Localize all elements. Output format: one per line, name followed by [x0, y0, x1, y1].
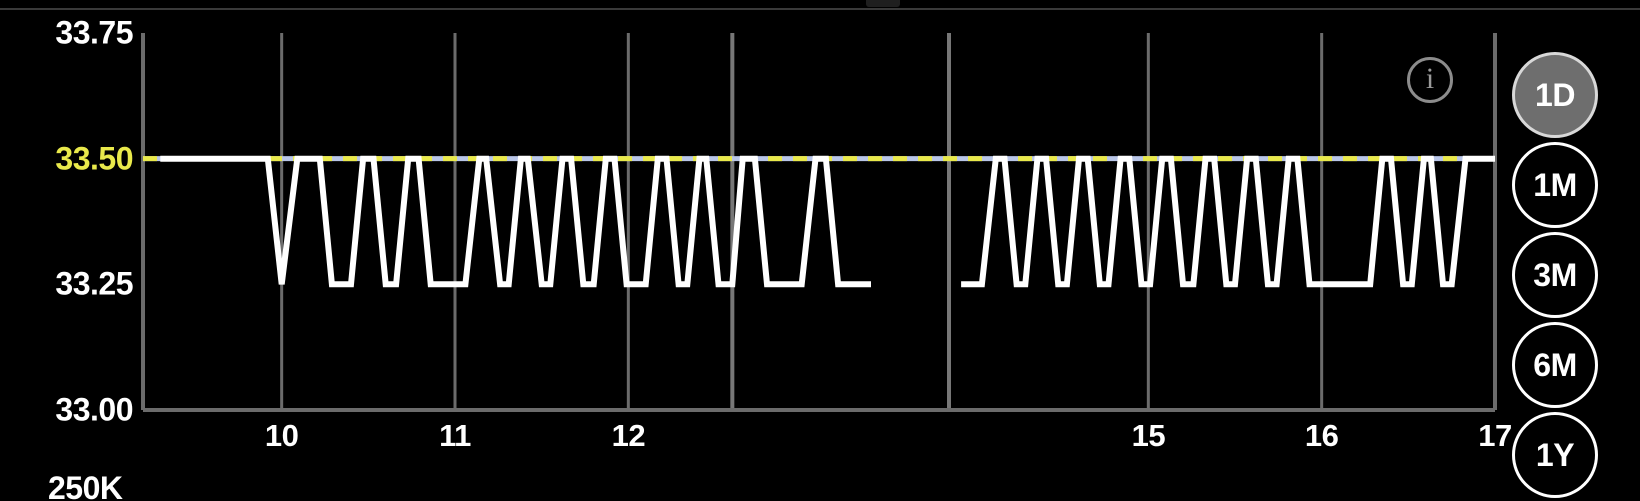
info-icon[interactable]: i	[1407, 57, 1453, 103]
x-axis-tick-label: 16	[1304, 418, 1339, 453]
range-button-label: 1Y	[1535, 436, 1575, 473]
range-button-1m[interactable]: 1M	[1512, 142, 1598, 228]
volume-axis-label: 250K	[48, 470, 123, 501]
price-line-session-1	[160, 155, 871, 288]
price-line-session-2	[961, 155, 1495, 288]
y-axis-tick-label: 33.25	[55, 265, 133, 302]
range-button-label: 1D	[1535, 76, 1575, 113]
range-button-1d[interactable]: 1D	[1512, 52, 1598, 138]
x-axis-tick-label: 11	[439, 418, 471, 453]
info-icon-glyph: i	[1425, 62, 1435, 95]
range-button-3m[interactable]: 3M	[1512, 232, 1598, 318]
range-button-label: 3M	[1533, 256, 1577, 293]
x-axis-tick-label: 12	[611, 418, 646, 453]
x-axis-tick-label: 15	[1131, 418, 1166, 453]
price-chart[interactable]: 33.75 33.50 33.25 33.00 10 11 12 15 16 17 250K	[0, 0, 1512, 501]
y-axis-tick-label: 33.00	[55, 391, 133, 428]
x-axis-tick-label: 17	[1478, 418, 1512, 453]
top-divider	[0, 8, 1640, 10]
x-axis-tick-label: 10	[264, 418, 299, 453]
y-axis-tick-label: 33.50	[55, 140, 133, 177]
y-axis-tick-label: 33.75	[55, 14, 133, 51]
range-button-label: 1M	[1533, 166, 1577, 203]
top-clipped-element	[866, 0, 900, 7]
price-chart-canvas	[141, 33, 1497, 412]
y-axis-tick-labels: 33.75 33.50 33.25 33.00	[0, 0, 133, 501]
range-button-1y[interactable]: 1Y	[1512, 412, 1598, 498]
range-button-6m[interactable]: 6M	[1512, 322, 1598, 408]
time-range-selector[interactable]: 1D 1M 3M 6M 1Y	[1506, 0, 1640, 501]
range-button-label: 6M	[1533, 346, 1577, 383]
